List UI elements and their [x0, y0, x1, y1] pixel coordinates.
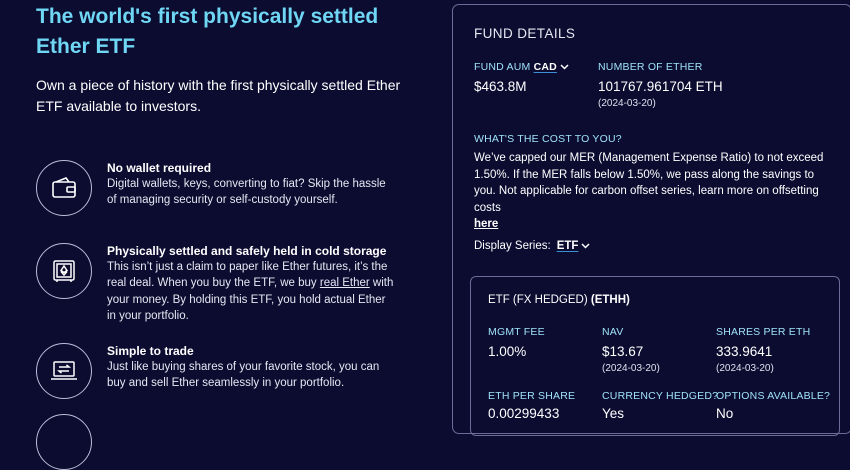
safe-vault-icon — [36, 243, 92, 299]
wallet-icon — [36, 160, 92, 216]
feature-title: Simple to trade — [107, 344, 194, 358]
cost-description: We’ve capped our MER (Management Expense… — [474, 150, 834, 233]
options-available-value: No — [716, 406, 734, 421]
eth-per-share-label: ETH PER SHARE — [488, 390, 576, 402]
hero-subtitle: Own a piece of history with the first ph… — [36, 77, 401, 114]
number-of-ether-value: 101767.961704 ETH — [598, 79, 723, 94]
fund-details-heading: FUND DETAILS — [474, 26, 576, 41]
nav-value: $13.67 — [602, 344, 644, 359]
feature-title: No wallet required — [107, 161, 212, 175]
currency-hedged-value: Yes — [602, 406, 625, 421]
eth-per-share-value: 0.00299433 — [488, 406, 560, 421]
series-select[interactable]: ETF — [556, 240, 579, 252]
real-ether-link[interactable]: real Ether — [319, 277, 370, 290]
display-series-label: Display Series: — [474, 240, 551, 252]
laptop-exchange-icon — [36, 343, 92, 399]
shares-per-eth-label: SHARES PER ETH — [716, 326, 811, 338]
number-of-ether-date: (2024-03-20) — [598, 98, 656, 109]
nav-date: (2024-03-20) — [602, 363, 660, 374]
feature-title: Physically settled and safely held in co… — [107, 244, 387, 258]
display-series: Display Series: ETF — [474, 240, 590, 252]
fund-aum-value: $463.8M — [474, 79, 527, 94]
feature-icon-partial — [36, 414, 92, 470]
number-of-ether-label: NUMBER OF ETHER — [598, 61, 703, 73]
feature-simple-trade: Simple to trade Just like buying shares … — [36, 343, 436, 403]
offset-costs-link[interactable]: here — [474, 218, 499, 230]
feature-description: Just like buying shares of your favorite… — [107, 361, 380, 390]
mgmt-fee-label: MGMT FEE — [488, 326, 545, 338]
feature-no-wallet: No wallet required Digital wallets, keys… — [36, 160, 436, 230]
feature-description: Digital wallets, keys, converting to fia… — [107, 178, 386, 207]
ticker: (ETHH) — [590, 294, 630, 306]
series-card-title: ETF (FX HEDGED) (ETHH) — [488, 294, 630, 306]
feature-description: This isn’t just a claim to paper like Et… — [107, 261, 394, 323]
hero-title: The world's first physically settled Eth… — [36, 5, 379, 58]
cost-label: WHAT'S THE COST TO YOU? — [474, 133, 622, 145]
chevron-down-icon[interactable] — [581, 243, 590, 249]
mgmt-fee-value: 1.00% — [488, 344, 527, 359]
chevron-down-icon[interactable] — [560, 64, 569, 70]
feature-cold-storage: Physically settled and safely held in co… — [36, 243, 436, 328]
nav-label: NAV — [602, 326, 624, 338]
currency-select[interactable]: CAD — [533, 61, 557, 73]
currency-hedged-label: CURRENCY HEDGED? — [602, 390, 719, 402]
shares-per-eth-value: 333.9641 — [716, 344, 773, 359]
shares-per-eth-date: (2024-03-20) — [716, 363, 774, 374]
fund-aum-label: FUND AUM CAD — [474, 61, 569, 73]
options-available-label: OPTIONS AVAILABLE? — [716, 390, 831, 402]
